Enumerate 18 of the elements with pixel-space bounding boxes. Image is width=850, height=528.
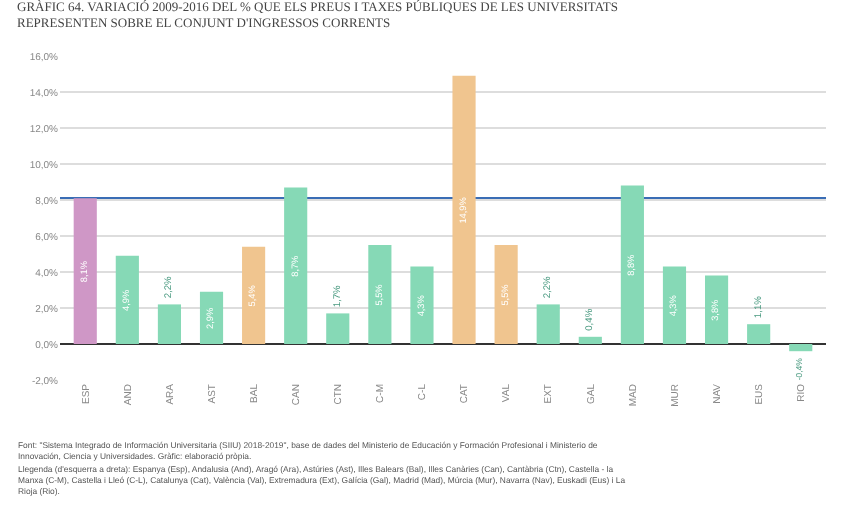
bar: [326, 313, 350, 344]
bar: [157, 304, 181, 344]
bar: [789, 344, 813, 352]
bar: [536, 304, 560, 344]
bar: [410, 266, 434, 344]
bar: [578, 336, 602, 344]
bar: [662, 266, 687, 344]
bar: [242, 246, 266, 344]
bar: [452, 75, 476, 344]
bar: [705, 275, 729, 344]
bar: [620, 185, 644, 344]
bar: [199, 291, 224, 344]
bar: [284, 187, 308, 344]
bar: [115, 255, 139, 344]
bar: [494, 245, 518, 344]
bar: [368, 245, 392, 344]
bar: [747, 324, 771, 344]
bar: [73, 198, 97, 344]
